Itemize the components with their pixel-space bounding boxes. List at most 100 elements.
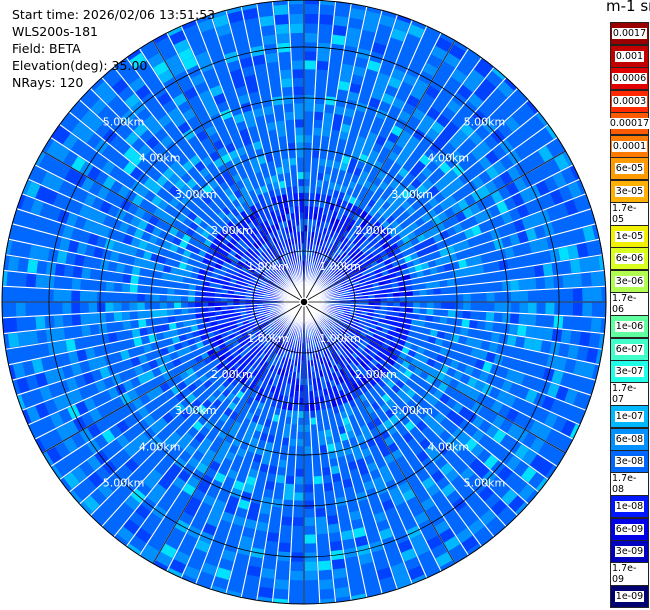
range-gate — [572, 288, 583, 302]
range-gate — [373, 354, 382, 363]
range-gate — [376, 519, 390, 532]
range-gate — [322, 120, 332, 130]
range-gate — [218, 519, 232, 532]
ray-gap — [303, 301, 383, 594]
range-gate — [456, 362, 467, 373]
range-gate — [72, 326, 83, 338]
range-gate — [387, 553, 404, 567]
radar-ray — [211, 301, 305, 594]
range-gate — [107, 261, 118, 272]
range-gate — [341, 374, 349, 382]
range-gate — [328, 318, 334, 323]
range-gate — [6, 302, 17, 317]
range-gate — [492, 429, 507, 444]
range-gate — [349, 272, 357, 278]
range-gate — [421, 476, 436, 490]
range-gate — [494, 105, 511, 122]
range-gate — [335, 335, 342, 342]
range-gate — [194, 290, 202, 297]
range-gate — [339, 162, 349, 172]
range-gate — [331, 276, 338, 281]
range-gate — [365, 189, 375, 199]
range-gate — [287, 340, 292, 347]
range-gate — [174, 288, 182, 296]
range-gate — [406, 94, 420, 108]
range-gate — [327, 188, 334, 197]
range-gate — [327, 341, 333, 348]
range-gate — [324, 261, 330, 268]
range-gate — [358, 499, 370, 510]
range-gate — [460, 354, 471, 365]
range-gate — [349, 234, 357, 243]
range-gate — [484, 321, 494, 332]
range-gate — [555, 233, 568, 248]
range-gate — [360, 331, 367, 338]
range-gate — [81, 267, 92, 279]
range-gate — [312, 213, 318, 220]
range-gate — [427, 419, 440, 431]
range-gate — [289, 438, 297, 447]
range-gate — [401, 548, 417, 562]
range-gate — [434, 412, 446, 424]
range-gate — [307, 225, 312, 232]
range-gate — [287, 346, 292, 353]
range-gate — [477, 243, 488, 255]
range-gate — [526, 100, 539, 114]
range-gate — [344, 379, 352, 388]
range-gate — [368, 351, 377, 359]
range-gate — [434, 400, 446, 412]
range-gate — [403, 274, 411, 281]
range-gate — [363, 249, 372, 257]
range-gate — [432, 315, 441, 324]
range-gate — [426, 302, 434, 309]
range-gate — [395, 252, 404, 260]
range-gate — [308, 206, 314, 213]
range-gate — [421, 134, 434, 148]
range-gate — [256, 521, 269, 532]
radar-ray — [303, 0, 335, 303]
range-gate — [316, 328, 321, 335]
range-gate — [529, 420, 544, 436]
range-gate — [410, 278, 419, 285]
range-gate — [328, 523, 340, 534]
range-gate — [432, 361, 443, 371]
range-gate — [281, 516, 293, 526]
range-gate — [540, 340, 552, 354]
range-gate — [343, 289, 350, 294]
range-gate — [363, 337, 371, 344]
range-gate — [486, 292, 495, 302]
range-gate — [304, 77, 316, 87]
range-gate — [560, 260, 572, 275]
range-gate — [511, 397, 525, 412]
range-gate — [17, 331, 29, 347]
range-gate — [266, 532, 279, 543]
range-gate — [395, 409, 406, 420]
range-gate — [571, 273, 583, 288]
range-gate — [335, 254, 341, 261]
range-gate — [554, 138, 566, 153]
range-gate — [506, 257, 517, 269]
range-gate — [438, 347, 449, 356]
range-gate — [508, 495, 525, 513]
range-gate — [407, 438, 419, 450]
range-gate — [385, 224, 394, 233]
range-gate — [343, 287, 350, 292]
range-gate — [251, 494, 263, 505]
range-gate — [325, 159, 334, 168]
range-gate — [346, 27, 362, 39]
range-gate — [388, 486, 402, 499]
range-gate — [122, 320, 132, 330]
range-gate — [54, 263, 66, 276]
range-gate — [320, 326, 325, 332]
range-gate — [339, 354, 346, 362]
range-gate — [295, 461, 304, 469]
range-gate — [421, 497, 435, 511]
range-gate — [406, 398, 417, 410]
range-gate — [399, 220, 409, 230]
range-gate — [457, 84, 473, 100]
range-gate — [242, 527, 255, 539]
range-gate — [353, 167, 363, 177]
range-gate — [546, 206, 560, 221]
range-gate — [475, 125, 490, 140]
range-gate — [465, 337, 475, 347]
